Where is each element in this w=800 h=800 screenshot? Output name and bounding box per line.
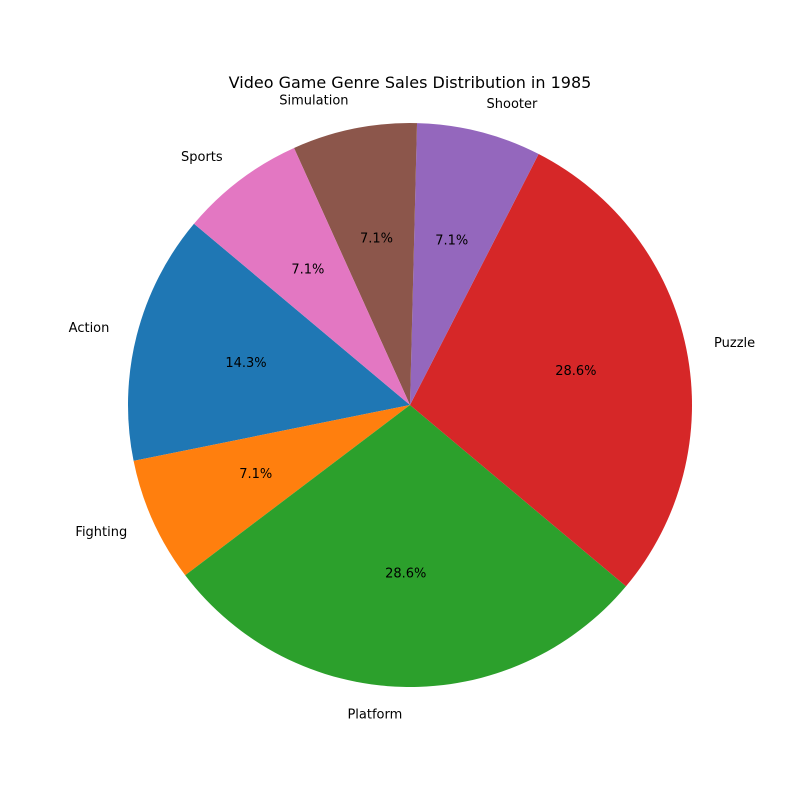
pie-slice-simulation bbox=[294, 123, 418, 405]
slice-label-action: Action bbox=[69, 321, 110, 336]
slice-label-puzzle: Puzzle bbox=[714, 336, 755, 351]
pie-slice-puzzle bbox=[410, 154, 692, 587]
percent-label-sports: 7.1% bbox=[291, 263, 324, 278]
percent-label-action: 14.3% bbox=[225, 356, 266, 371]
slice-label-shooter: Shooter bbox=[487, 97, 538, 112]
slice-label-fighting: Fighting bbox=[75, 525, 127, 540]
percent-label-puzzle: 28.6% bbox=[555, 364, 596, 379]
slice-label-sports: Sports bbox=[181, 150, 223, 165]
pie-slice-action bbox=[127, 223, 410, 461]
pie-slices bbox=[127, 123, 692, 687]
pie-slice-sports bbox=[193, 147, 410, 405]
percent-label-simulation: 7.1% bbox=[360, 232, 393, 247]
pie-slice-fighting bbox=[133, 405, 410, 576]
percent-label-shooter: 7.1% bbox=[435, 234, 468, 249]
chart-title: Video Game Genre Sales Distribution in 1… bbox=[229, 73, 592, 92]
percent-label-platform: 28.6% bbox=[385, 567, 426, 582]
slice-label-simulation: Simulation bbox=[279, 93, 348, 108]
pie-slice-platform bbox=[185, 405, 627, 687]
pie-slice-shooter bbox=[410, 123, 539, 405]
pie-labels: Action 14.3% Fighting 7.1% Platform 28.6% Puzz… bbox=[69, 93, 755, 722]
percent-label-fighting: 7.1% bbox=[239, 467, 272, 482]
slice-label-platform: Platform bbox=[347, 708, 402, 723]
